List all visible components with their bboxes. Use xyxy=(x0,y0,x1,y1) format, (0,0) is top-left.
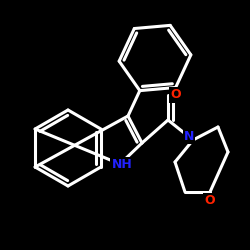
Text: O: O xyxy=(205,194,215,207)
Text: O: O xyxy=(171,88,181,102)
Text: NH: NH xyxy=(112,158,132,172)
Text: N: N xyxy=(184,130,194,142)
